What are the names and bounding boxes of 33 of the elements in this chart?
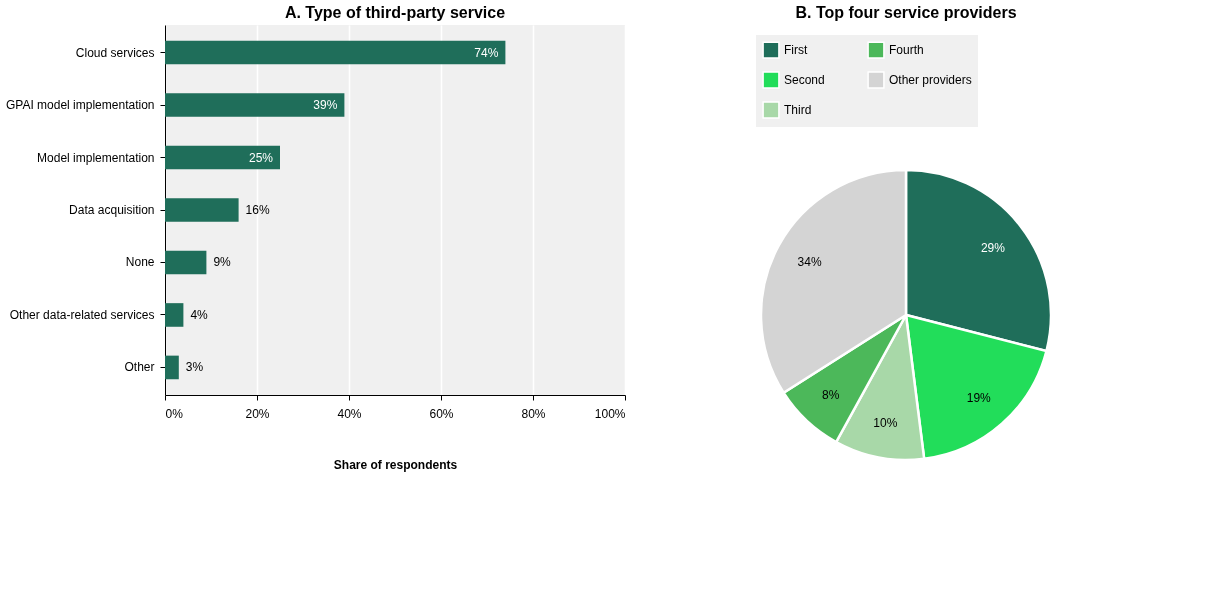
- legend-label: Third: [784, 103, 812, 117]
- y-tick-label: Other: [124, 360, 155, 375]
- data-label: 3%: [185, 360, 204, 375]
- x-tick-label: 60%: [429, 406, 454, 421]
- chart-title: A. Type of third-party service: [284, 4, 506, 21]
- data-label: 10%: [873, 416, 898, 431]
- data-label: 34%: [797, 255, 822, 270]
- y-tick-label: GPAI model implementation: [5, 98, 155, 113]
- data-label: 29%: [980, 240, 1006, 255]
- data-label: 4%: [190, 307, 209, 322]
- y-tick-label: Data acquisition: [69, 203, 155, 217]
- legend-label: Fourth: [889, 43, 924, 58]
- data-label: 8%: [822, 388, 840, 403]
- data-label: 39%: [313, 98, 338, 113]
- y-tick-label: Other data-related services: [9, 307, 155, 322]
- y-tick-label: None: [125, 255, 155, 270]
- legend-label: Other providers: [889, 73, 972, 87]
- chart-title: B. Top four service providers: [795, 4, 1017, 21]
- x-axis-title: Share of respondents: [333, 457, 458, 472]
- y-tick-label: Model implementation: [37, 150, 155, 165]
- data-label: 25%: [248, 150, 274, 165]
- data-label: 16%: [245, 203, 270, 217]
- x-tick-label: 80%: [521, 406, 546, 421]
- data-label: 74%: [474, 45, 499, 60]
- data-label: 19%: [966, 390, 992, 405]
- x-tick-label: 40%: [337, 406, 362, 421]
- y-tick-label: Cloud services: [75, 45, 155, 60]
- legend-label: Second: [784, 73, 825, 87]
- legend-label: First: [784, 43, 808, 58]
- x-tick-label: 100%: [594, 406, 626, 421]
- x-tick-label: 0%: [165, 406, 184, 421]
- x-tick-label: 20%: [245, 406, 270, 421]
- data-label: 9%: [213, 255, 232, 270]
